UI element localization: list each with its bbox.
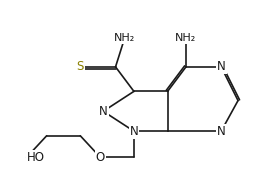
Text: S: S — [77, 60, 84, 73]
Text: HO: HO — [27, 151, 45, 164]
Text: NH₂: NH₂ — [175, 33, 197, 43]
Text: N: N — [217, 125, 225, 138]
Text: N: N — [130, 125, 138, 138]
Text: O: O — [96, 151, 105, 164]
Text: N: N — [99, 105, 108, 118]
Text: NH₂: NH₂ — [114, 33, 135, 43]
Text: N: N — [217, 60, 225, 73]
